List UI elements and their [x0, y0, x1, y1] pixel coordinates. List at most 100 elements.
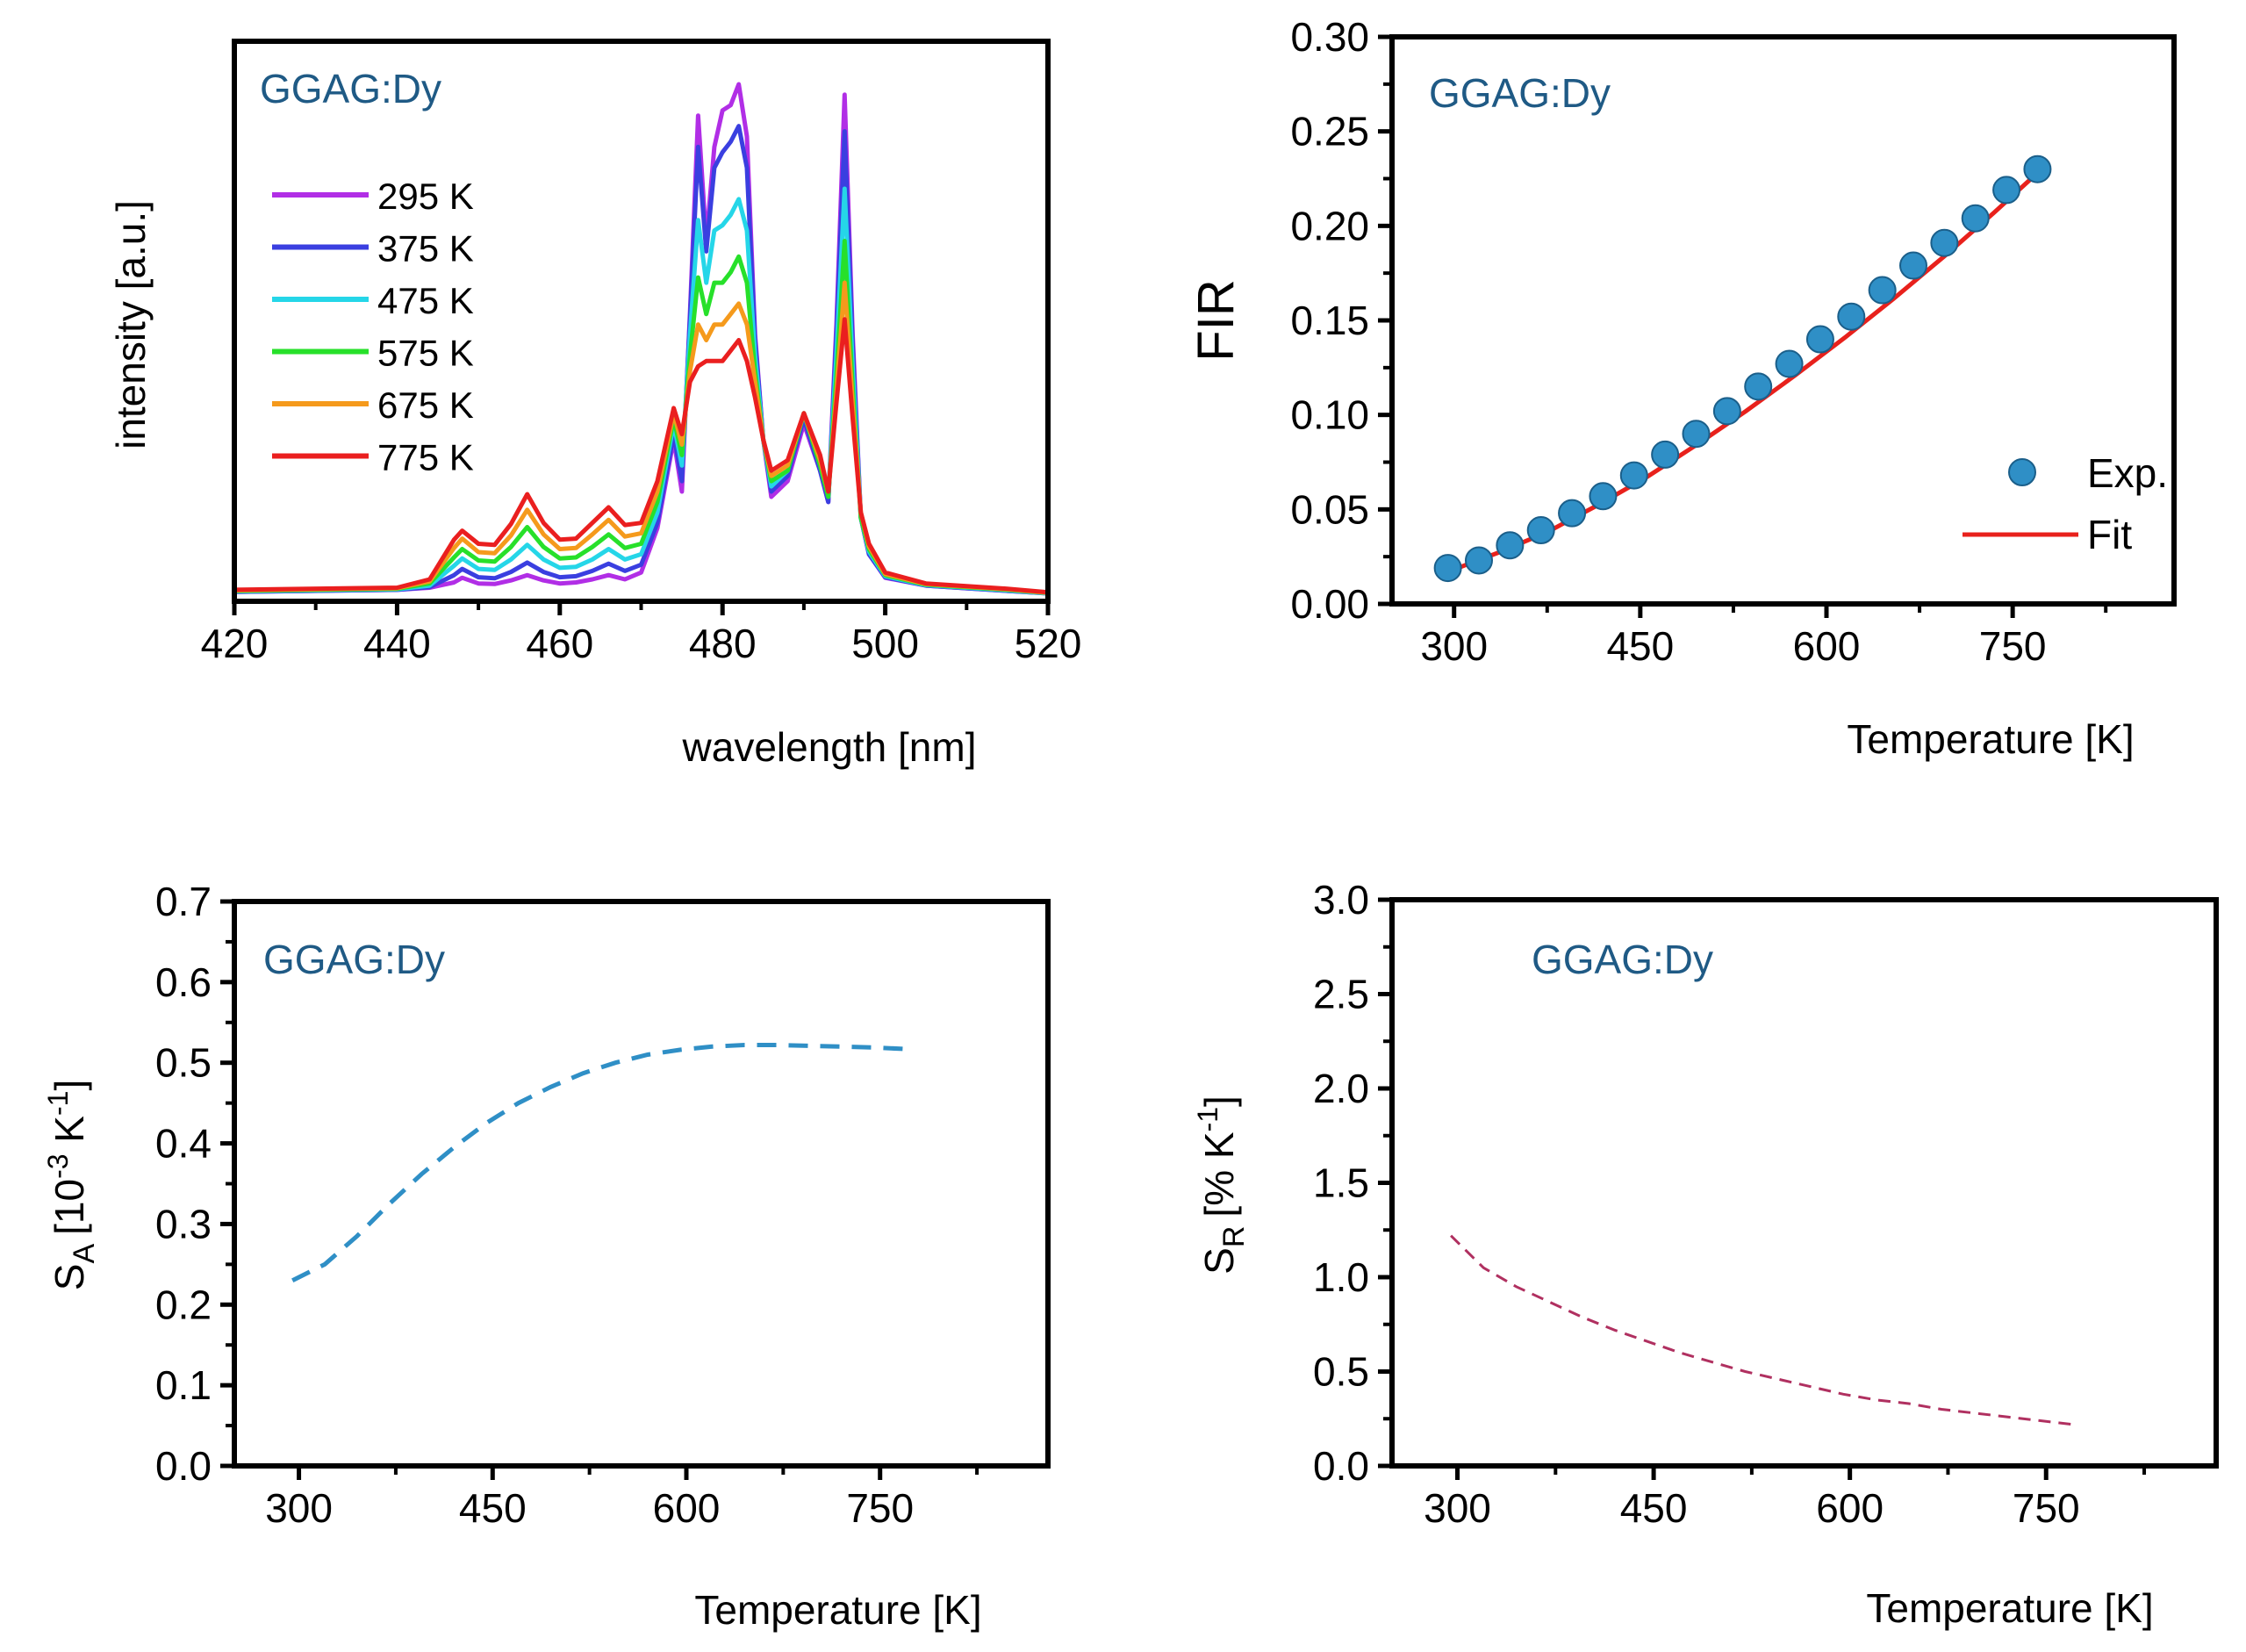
sa-axes: 300 450 600 750 0.0 0.1 0.2 0.3 0.4 0.5 0.6 0.7	[155, 879, 979, 1531]
spectra-x-label: wavelength [nm]	[682, 724, 977, 770]
sr-line	[1450, 1234, 2073, 1426]
sr-axes: 300 450 600 750 0.0 0.5 1.0 1.5 2.0 2.5 3.0	[1313, 877, 2147, 1531]
spectra-x-tick-label: 500	[851, 621, 919, 666]
fir-legend: Exp. Fit	[1963, 450, 2168, 557]
legend-label-475K: 475 K	[377, 280, 474, 321]
fir-point	[1433, 554, 1462, 583]
fir-y-tick-label: 0.05	[1290, 486, 1369, 532]
fir-point	[2023, 154, 2052, 183]
sr-y-label-main: S	[1196, 1247, 1242, 1275]
fir-y-label: FIR	[1188, 279, 1245, 361]
sr-x-tick-label: 450	[1620, 1485, 1688, 1531]
sr-y-tick-label: 0.0	[1313, 1443, 1369, 1489]
spectra-x-tick-label: 460	[526, 621, 593, 666]
spectra-legend: 295 K 375 K 475 K 575 K 675 K 775 K	[272, 176, 474, 478]
fir-point	[1868, 276, 1897, 305]
sa-x-tick-label: 600	[653, 1485, 721, 1531]
sr-x-tick-label: 300	[1424, 1485, 1491, 1531]
sr-y-label-exp: -1	[1192, 1107, 1223, 1131]
fir-frame	[1389, 34, 2177, 607]
sa-line	[291, 1043, 907, 1282]
sr-y-label-sub: R	[1217, 1226, 1251, 1248]
sa-y-tick-label: 0.1	[155, 1362, 212, 1408]
fir-point	[1682, 420, 1711, 449]
sa-x-tick-label: 750	[846, 1485, 914, 1531]
fir-x-label: Temperature [K]	[1847, 716, 2134, 762]
fir-point	[1589, 482, 1618, 511]
sa-y-label-end: ]	[47, 1080, 92, 1091]
spectra-x-tick-label: 420	[201, 621, 269, 666]
sr-y-label-end: ]	[1196, 1095, 1242, 1107]
sr-y-tick-label: 1.0	[1313, 1254, 1369, 1300]
sa-y-tick-label: 0.5	[155, 1040, 212, 1086]
fir-x-tick-label: 450	[1606, 623, 1674, 669]
panel-sr: 300 450 600 750 0.0 0.5 1.0 1.5 2.0 2.5 3.0 GGAG:D…	[1192, 877, 2219, 1631]
sr-plot-area	[1450, 1234, 2073, 1426]
legend-label-675K: 675 K	[377, 384, 474, 426]
fir-point	[1465, 546, 1493, 575]
sa-y-tick-label: 0.6	[155, 959, 212, 1005]
sr-y-tick-label: 2.0	[1313, 1066, 1369, 1111]
fir-point	[1744, 372, 1773, 401]
sr-sample-label: GGAG:Dy	[1532, 937, 1713, 982]
fir-y-tick-label: 0.10	[1290, 392, 1369, 438]
spectra-x-tick-label: 480	[689, 621, 757, 666]
fir-point	[1805, 325, 1834, 354]
fir-point	[1992, 176, 2021, 205]
fir-plot-area	[1433, 154, 2052, 583]
sr-y-label: SR [% K-1]	[1192, 1095, 1251, 1275]
sr-x-label: Temperature [K]	[1866, 1585, 2153, 1631]
legend-label-295K: 295 K	[377, 176, 474, 217]
fir-x-tick-label: 600	[1793, 623, 1861, 669]
panel-spectra: 420 440 460 480 500 520 GGAG:Dy wavelength [n…	[108, 39, 1082, 770]
sa-x-label: Temperature [K]	[694, 1587, 981, 1633]
fir-point	[1619, 461, 1648, 490]
fir-sample-label: GGAG:Dy	[1429, 70, 1611, 116]
sa-y-tick-label: 0.3	[155, 1201, 212, 1246]
legend-label-575K: 575 K	[377, 333, 474, 374]
sa-y-label-unit: [10	[47, 1179, 92, 1235]
sa-x-tick-label: 300	[265, 1485, 333, 1531]
panel-fir: 300 450 600 750 0.00 0.05 0.10 0.15 0.20 0.25 0.30…	[1188, 14, 2177, 762]
fir-point	[1775, 349, 1804, 378]
legend-label-775K: 775 K	[377, 437, 474, 478]
sr-x-tick-label: 600	[1816, 1485, 1884, 1531]
fir-point	[1899, 251, 1927, 280]
legend-label-375K: 375 K	[377, 228, 474, 269]
sr-frame	[1389, 897, 2219, 1469]
sa-y-tick-label: 0.2	[155, 1282, 212, 1327]
fir-point	[1961, 204, 1990, 233]
fir-point	[1712, 397, 1741, 426]
fir-y-tick-label: 0.15	[1290, 298, 1369, 343]
sa-y-tick-label: 0.7	[155, 879, 212, 924]
sa-y-tick-label: 0.0	[155, 1443, 212, 1489]
spectra-plot-area	[233, 82, 1049, 596]
fir-y-tick-label: 0.20	[1290, 203, 1369, 248]
sa-y-tick-label: 0.4	[155, 1121, 212, 1167]
sa-plot-area	[291, 1043, 907, 1282]
sr-x-tick-label: 750	[2013, 1485, 2080, 1531]
spectra-x-tick-label: 520	[1015, 621, 1082, 666]
spectrum-line-775K	[233, 317, 1049, 595]
spectra-x-tick-label: 440	[363, 621, 431, 666]
sr-y-tick-label: 2.5	[1313, 972, 1369, 1017]
fir-point	[1651, 440, 1680, 469]
sa-y-label-mid: K	[47, 1116, 92, 1154]
spectra-x-axis: 420 440 460 480 500 520	[201, 601, 1082, 666]
fir-x-tick-label: 300	[1420, 623, 1488, 669]
sa-y-label: SA [10-3 K-1]	[42, 1080, 101, 1290]
spectra-y-label: intensity [a.u.]	[108, 200, 154, 449]
fir-point	[1930, 228, 1959, 257]
spectra-sample-label: GGAG:Dy	[260, 66, 441, 111]
sa-y-label-sub: A	[68, 1244, 101, 1264]
fir-x-tick-label: 750	[1979, 623, 2047, 669]
sr-y-label-unit: [% K	[1196, 1131, 1242, 1217]
spectrum-line-675K	[233, 280, 1049, 595]
spectrum-line-575K	[233, 239, 1049, 595]
sa-frame	[232, 899, 1051, 1469]
fir-point	[1496, 531, 1525, 560]
sa-y-label-exp2: -1	[42, 1091, 74, 1116]
sa-y-label-exp1: -3	[42, 1153, 74, 1178]
fir-point	[1558, 499, 1587, 528]
